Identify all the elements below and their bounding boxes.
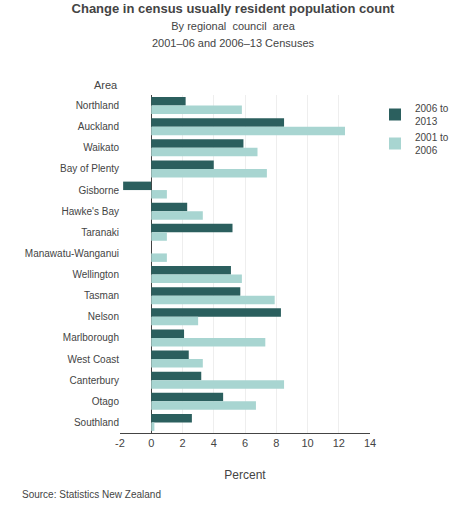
svg-text:Canterbury: Canterbury bbox=[70, 375, 119, 386]
svg-text:2: 2 bbox=[179, 437, 185, 449]
svg-text:Area: Area bbox=[94, 79, 118, 91]
svg-text:-2: -2 bbox=[115, 437, 125, 449]
svg-text:8: 8 bbox=[273, 437, 279, 449]
svg-text:Northland: Northland bbox=[76, 100, 119, 111]
svg-text:12: 12 bbox=[333, 437, 345, 449]
svg-text:6: 6 bbox=[242, 437, 248, 449]
svg-text:West Coast: West Coast bbox=[68, 354, 120, 365]
svg-text:4: 4 bbox=[211, 437, 217, 449]
svg-text:Nelson: Nelson bbox=[88, 311, 119, 322]
svg-text:Percent: Percent bbox=[224, 468, 266, 482]
svg-text:Bay of Plenty: Bay of Plenty bbox=[60, 163, 119, 174]
svg-text:Auckland: Auckland bbox=[78, 121, 119, 132]
svg-text:10: 10 bbox=[301, 437, 313, 449]
svg-text:Manawatu-Wanganui: Manawatu-Wanganui bbox=[25, 248, 119, 259]
svg-text:Waikato: Waikato bbox=[83, 142, 119, 153]
svg-text:2001 to2006: 2001 to2006 bbox=[415, 132, 449, 156]
svg-text:Taranaki: Taranaki bbox=[81, 227, 119, 238]
svg-text:0: 0 bbox=[148, 437, 154, 449]
svg-text:Southland: Southland bbox=[74, 417, 119, 428]
svg-text:2006 to2013: 2006 to2013 bbox=[415, 103, 449, 127]
svg-text:Gisborne: Gisborne bbox=[78, 185, 119, 196]
svg-text:Wellington: Wellington bbox=[72, 269, 119, 280]
svg-text:Change in census usually resid: Change in census usually resident popula… bbox=[72, 1, 396, 49]
svg-text:Tasman: Tasman bbox=[84, 290, 119, 301]
svg-text:14: 14 bbox=[364, 437, 376, 449]
svg-text:Source: Statistics New Zealand: Source: Statistics New Zealand bbox=[22, 489, 161, 500]
svg-text:Otago: Otago bbox=[92, 396, 120, 407]
svg-text:Hawke's Bay: Hawke's Bay bbox=[62, 206, 120, 217]
svg-text:Marlborough: Marlborough bbox=[63, 332, 119, 343]
